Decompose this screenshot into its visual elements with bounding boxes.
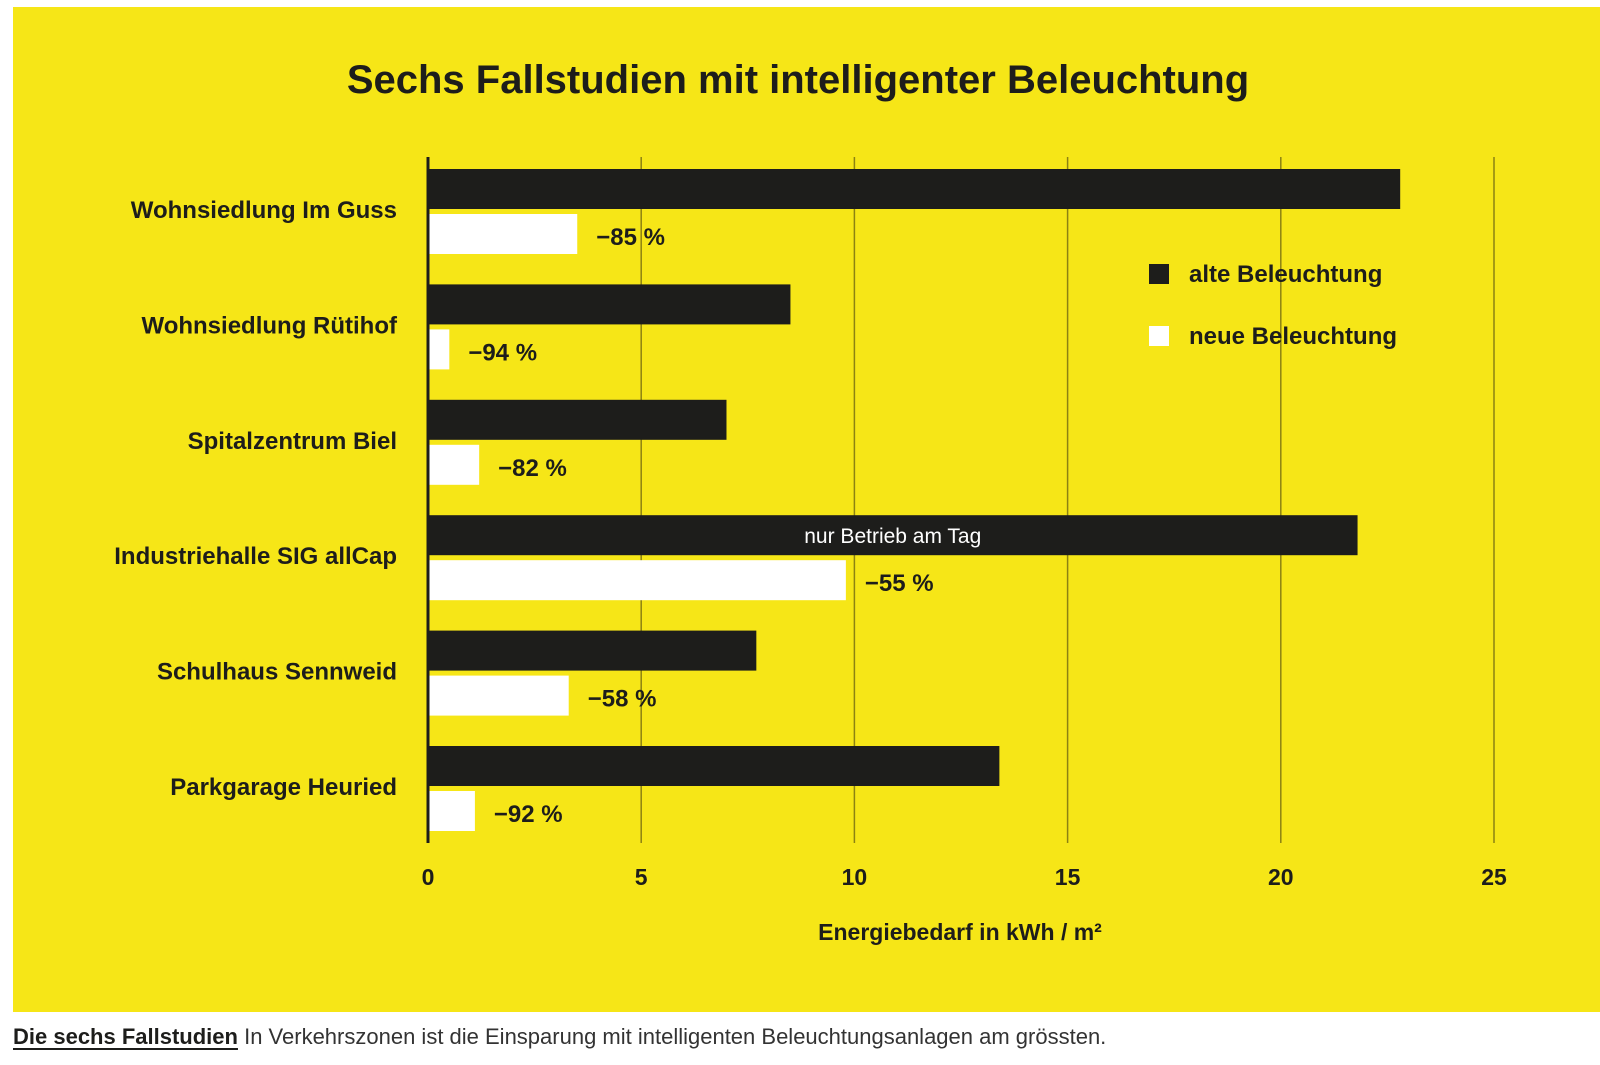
legend-swatch [1149, 264, 1169, 284]
x-tick-label: 0 [422, 864, 435, 890]
category-label: Wohnsiedlung Rütihof [141, 312, 398, 339]
caption-text: In Verkehrszonen ist die Einsparung mit … [244, 1024, 1107, 1049]
category-label: Industriehalle SIG allCap [114, 543, 397, 570]
bar-old [428, 399, 727, 440]
bar-old [428, 515, 1358, 556]
bar-old [428, 630, 757, 671]
caption: Die sechs Fallstudien In Verkehrszonen i… [13, 1024, 1106, 1050]
category-label: Schulhaus Sennweid [157, 659, 397, 686]
x-axis-label: Energiebedarf in kWh / m² [818, 919, 1102, 945]
bar-new [428, 444, 480, 485]
data-label: −85 % [596, 224, 665, 251]
bar-annotation: nur Betrieb am Tag [804, 525, 981, 548]
legend-label: alte Beleuchtung [1189, 261, 1382, 288]
bar-new [428, 329, 450, 370]
bar-new [428, 675, 569, 716]
legend-label: neue Beleuchtung [1189, 323, 1397, 350]
x-tick-label: 10 [842, 864, 868, 890]
data-label: −82 % [498, 455, 567, 482]
x-tick-label: 15 [1055, 864, 1081, 890]
x-tick-label: 5 [635, 864, 648, 890]
bar-new [428, 560, 846, 601]
x-tick-label: 20 [1268, 864, 1294, 890]
data-label: −55 % [865, 570, 934, 597]
bar-new [428, 791, 475, 831]
data-label: −58 % [588, 686, 657, 713]
chart-title: Sechs Fallstudien mit intelligenter Bele… [347, 58, 1249, 102]
data-label: −94 % [468, 339, 537, 366]
bar-new [428, 214, 578, 254]
data-label: −92 % [494, 801, 563, 828]
category-label: Wohnsiedlung Im Guss [131, 197, 397, 224]
bar-old [428, 169, 1401, 209]
bar-old [428, 746, 1000, 786]
x-tick-label: 25 [1481, 864, 1507, 890]
bar-chart: Sechs Fallstudien mit intelligenter Bele… [114, 58, 1507, 945]
category-label: Spitalzentrum Biel [188, 428, 397, 455]
caption-heading: Die sechs Fallstudien [13, 1024, 238, 1049]
legend-swatch [1149, 326, 1169, 346]
bar-old [428, 284, 791, 325]
category-label: Parkgarage Heuried [170, 774, 397, 801]
